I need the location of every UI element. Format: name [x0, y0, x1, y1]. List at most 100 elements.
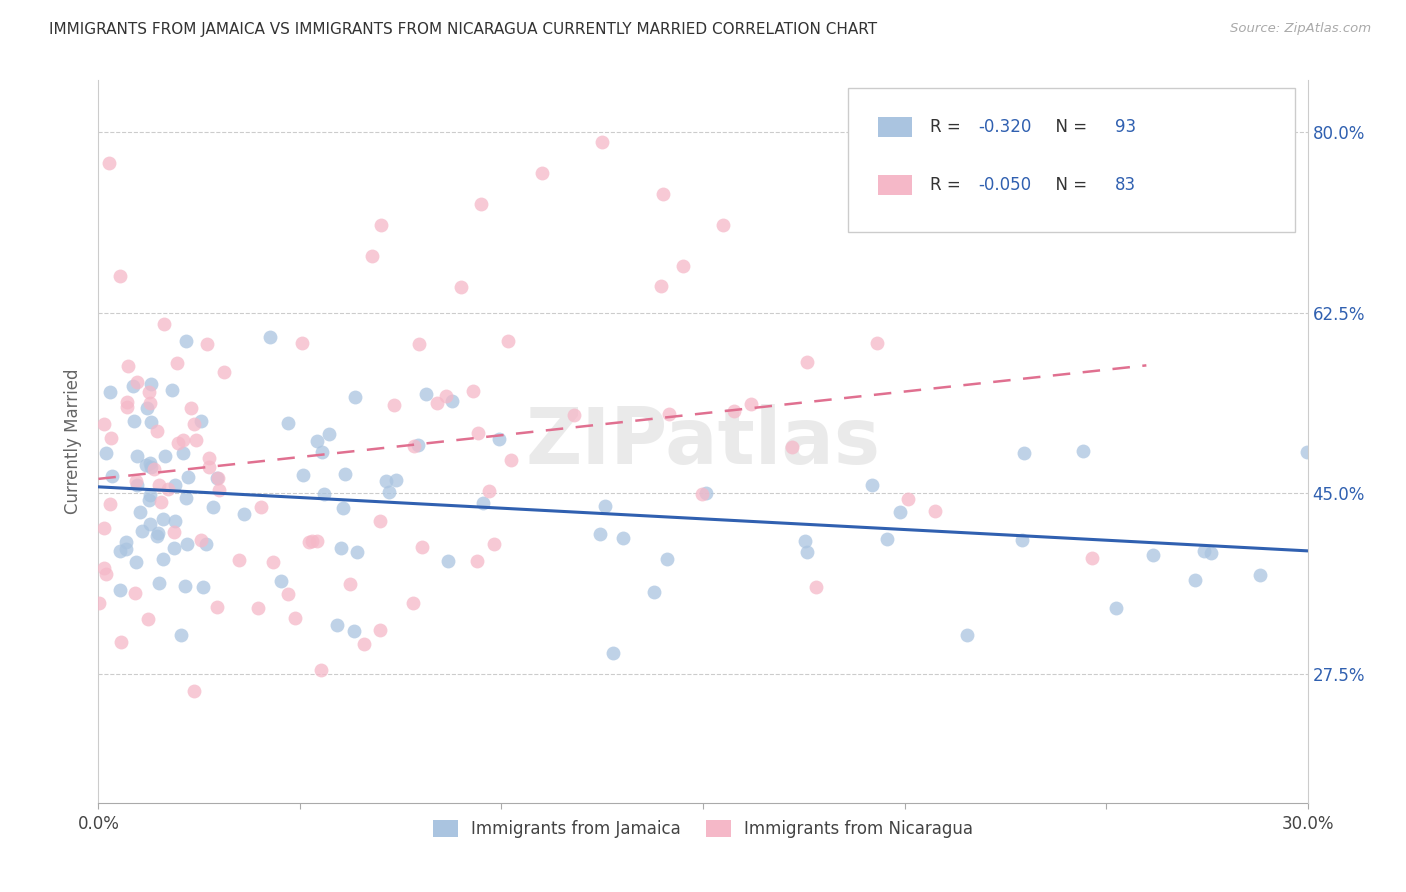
Point: [408, 337, 430, 351]
Point: [1192, 544, 1215, 558]
Point: [183, 684, 205, 698]
Point: [1142, 548, 1164, 562]
Point: [183, 417, 205, 432]
Point: [402, 596, 425, 610]
Point: [291, 335, 314, 350]
Point: [426, 396, 449, 410]
Point: [110, 268, 132, 283]
Point: [150, 494, 173, 508]
Point: [190, 414, 212, 428]
Point: [127, 477, 149, 491]
Point: [406, 438, 429, 452]
Point: [198, 450, 221, 465]
Point: [897, 491, 920, 506]
Point: [148, 576, 170, 591]
Point: [98, 384, 121, 399]
Point: [346, 545, 368, 559]
Point: [1012, 446, 1035, 460]
Point: [924, 504, 946, 518]
Point: [889, 505, 911, 519]
Point: [115, 534, 138, 549]
Point: [174, 334, 197, 349]
Point: [530, 166, 553, 180]
Point: [1071, 443, 1094, 458]
Point: [335, 467, 357, 481]
Point: [956, 628, 979, 642]
Point: [152, 317, 174, 331]
Point: [612, 532, 634, 546]
Point: [332, 501, 354, 516]
Point: [866, 335, 889, 350]
Point: [98, 497, 121, 511]
Point: [163, 477, 186, 491]
Point: [740, 397, 762, 411]
Point: [139, 459, 162, 474]
Point: [198, 459, 221, 474]
Point: [876, 532, 898, 546]
Point: [318, 427, 340, 442]
Point: [148, 478, 170, 492]
Point: [465, 554, 488, 568]
Point: [115, 395, 138, 409]
Point: [305, 434, 328, 449]
Point: [562, 408, 585, 422]
Point: [794, 533, 817, 548]
Text: -0.050: -0.050: [979, 176, 1032, 194]
Point: [339, 576, 361, 591]
Point: [591, 135, 613, 149]
Point: [145, 529, 167, 543]
Text: Source: ZipAtlas.com: Source: ZipAtlas.com: [1230, 22, 1371, 36]
Point: [174, 491, 197, 505]
Point: [353, 637, 375, 651]
Point: [301, 533, 323, 548]
Point: [176, 470, 198, 484]
Point: [205, 471, 228, 485]
Point: [139, 376, 162, 391]
Point: [658, 407, 681, 421]
Point: [602, 646, 624, 660]
Point: [193, 580, 215, 594]
Text: IMMIGRANTS FROM JAMAICA VS IMMIGRANTS FROM NICARAGUA CURRENTLY MARRIED CORRELATI: IMMIGRANTS FROM JAMAICA VS IMMIGRANTS FR…: [49, 22, 877, 37]
Point: [370, 218, 392, 232]
Point: [156, 483, 179, 497]
Point: [643, 584, 665, 599]
Point: [277, 586, 299, 600]
Point: [1295, 444, 1317, 458]
Point: [184, 433, 207, 447]
Point: [131, 524, 153, 539]
Point: [343, 624, 366, 638]
Point: [250, 500, 273, 515]
Point: [467, 425, 489, 440]
Point: [172, 446, 194, 460]
Point: [411, 540, 433, 554]
Point: [139, 396, 162, 410]
Point: [174, 579, 197, 593]
Point: [309, 664, 332, 678]
Point: [100, 431, 122, 445]
Point: [329, 541, 352, 555]
Point: [180, 401, 202, 416]
Point: [110, 635, 132, 649]
Point: [115, 400, 138, 414]
Point: [796, 354, 818, 368]
Text: 83: 83: [1115, 176, 1136, 194]
Point: [87, 597, 110, 611]
Point: [101, 469, 124, 483]
Point: [135, 401, 157, 415]
Point: [152, 512, 174, 526]
Point: [796, 545, 818, 559]
Point: [860, 478, 883, 492]
FancyBboxPatch shape: [879, 117, 912, 137]
Point: [124, 586, 146, 600]
Point: [415, 387, 437, 401]
Point: [110, 583, 132, 598]
Point: [501, 453, 523, 467]
Point: [259, 330, 281, 344]
Point: [589, 526, 612, 541]
Point: [93, 520, 115, 534]
Point: [127, 375, 149, 389]
Point: [1249, 568, 1271, 582]
Point: [472, 495, 495, 509]
Point: [135, 458, 157, 472]
Point: [378, 484, 401, 499]
